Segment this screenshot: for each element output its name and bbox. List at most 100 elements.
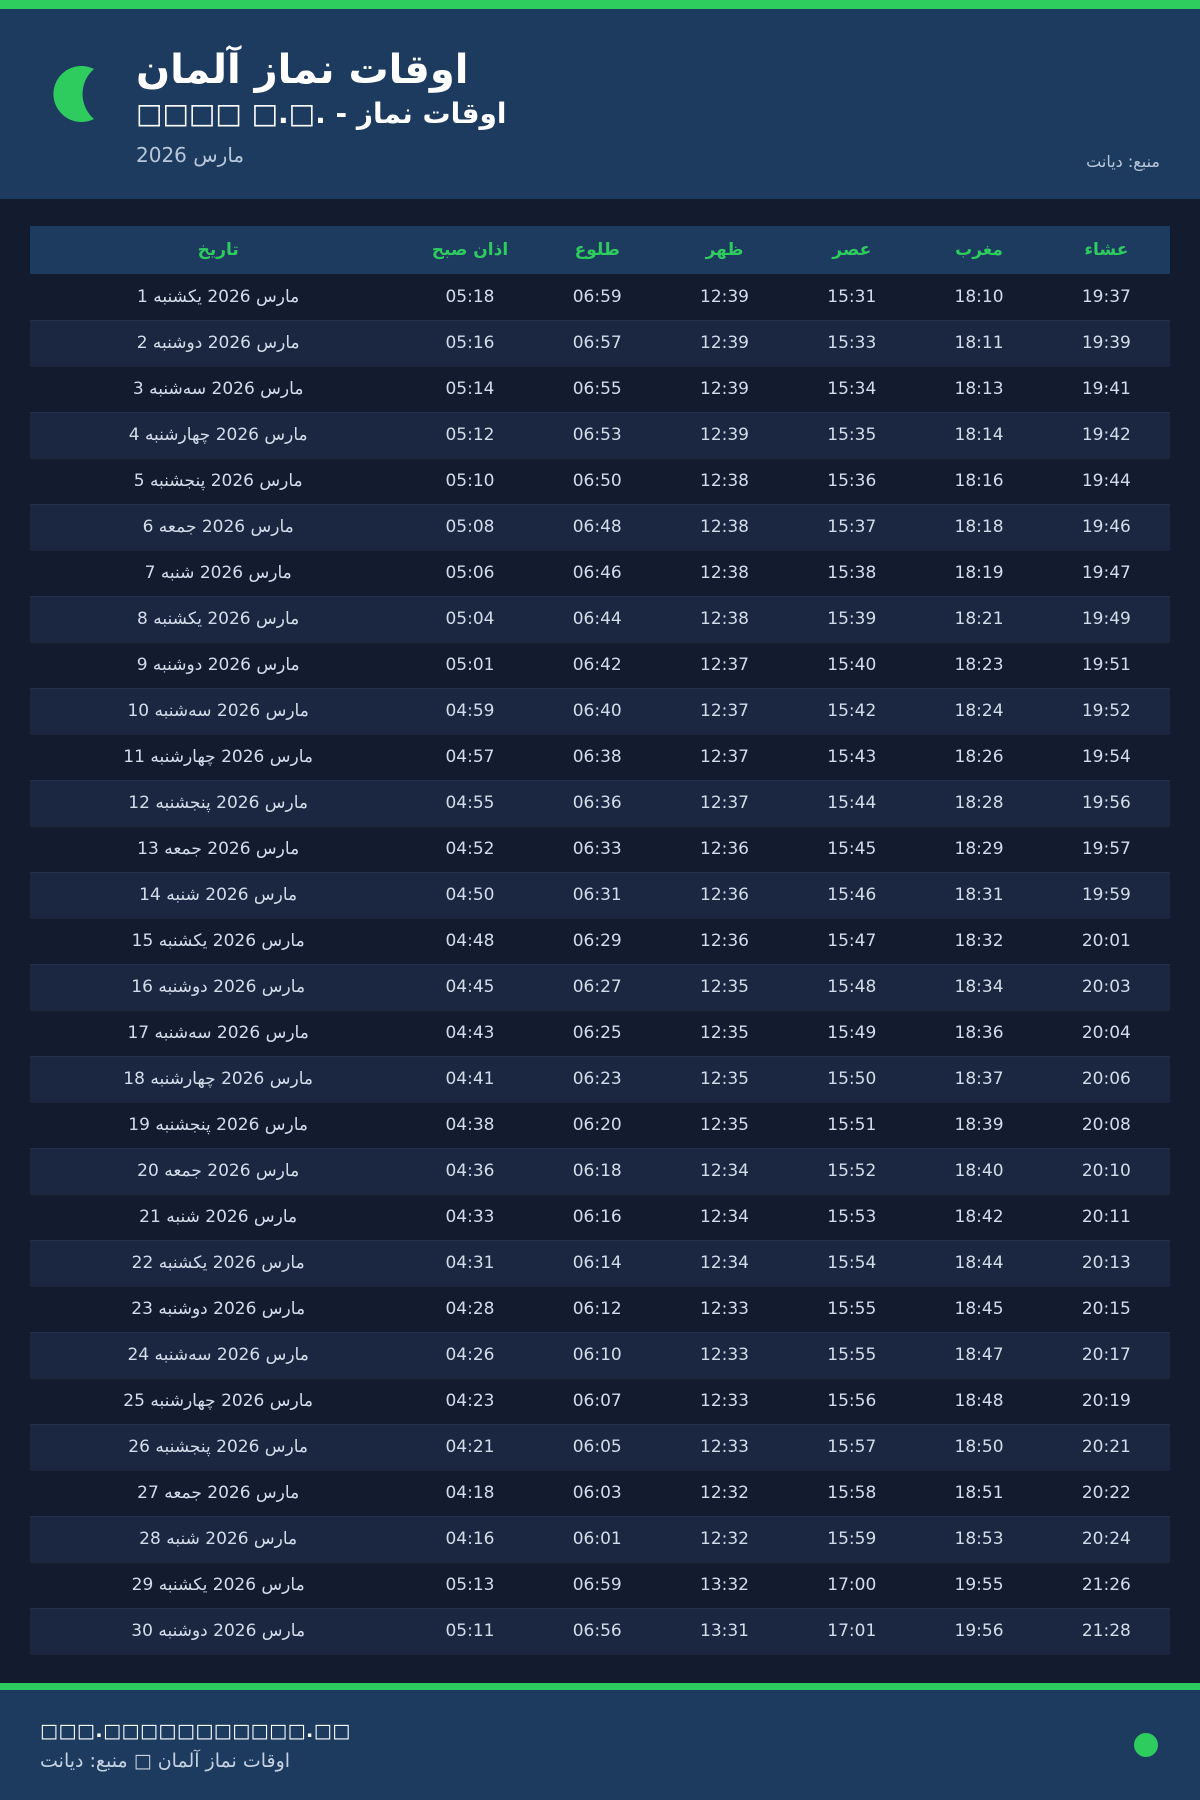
cell-sunrise: 06:07 <box>533 1378 661 1425</box>
cell-isha: 19:59 <box>1042 872 1170 919</box>
table-row[interactable]: 29 مارس 2026 یکشنبه 05:13 06:59 13:32 17:00 1… <box>30 1562 1170 1609</box>
table-row[interactable]: 8 مارس 2026 یکشنبه 05:04 06:44 12:38 15:39 18… <box>30 596 1170 643</box>
table-row[interactable]: 26 مارس 2026 پنجشنبه 04:21 06:05 12:33 15:57… <box>30 1424 1170 1471</box>
cell-fajr: 04:18 <box>406 1470 534 1517</box>
table-row[interactable]: 15 مارس 2026 یکشنبه 04:48 06:29 12:36 15:47 1… <box>30 918 1170 965</box>
table-row[interactable]: 2 مارس 2026 دوشنبه 05:16 06:57 12:39 15:33 18… <box>30 320 1170 367</box>
cell-fajr: 04:48 <box>406 918 534 965</box>
cell-dhuhr: 13:32 <box>660 1562 789 1609</box>
cell-date: 26 مارس 2026 پنجشنبه <box>30 1424 407 1471</box>
crescent-moon-icon <box>40 57 114 131</box>
table-row[interactable]: 28 مارس 2026 شنبه 04:16 06:01 12:32 15:59 18:… <box>30 1516 1170 1563</box>
cell-isha: 20:04 <box>1042 1010 1170 1057</box>
footer-website-url[interactable]: □□□.□□□□□□□□□□□.□□ <box>40 1720 351 1742</box>
cell-sunrise: 06:59 <box>533 1562 661 1609</box>
column-header-fajr[interactable]: اذان صبح <box>406 226 534 275</box>
cell-isha: 20:03 <box>1042 964 1170 1011</box>
cell-sunrise: 06:46 <box>533 550 661 597</box>
cell-asr: 15:48 <box>788 964 916 1011</box>
cell-asr: 15:54 <box>788 1240 916 1287</box>
column-header-sunrise[interactable]: طلوع <box>533 226 661 275</box>
cell-sunrise: 06:44 <box>533 596 661 643</box>
cell-asr: 15:35 <box>788 412 916 459</box>
cell-dhuhr: 12:37 <box>660 642 789 689</box>
cell-isha: 19:41 <box>1042 366 1170 413</box>
table-row[interactable]: 11 مارس 2026 چهارشنبه 04:57 06:38 12:37 15:4… <box>30 734 1170 781</box>
cell-fajr: 04:43 <box>406 1010 534 1057</box>
table-row[interactable]: 16 مارس 2026 دوشنبه 04:45 06:27 12:35 15:48 1… <box>30 964 1170 1011</box>
cell-magrib: 18:36 <box>915 1010 1043 1057</box>
cell-fajr: 04:16 <box>406 1516 534 1563</box>
cell-asr: 15:53 <box>788 1194 916 1241</box>
table-row[interactable]: 3 مارس 2026 سه‌شنبه 05:14 06:55 12:39 15:34 1… <box>30 366 1170 413</box>
cell-fajr: 04:50 <box>406 872 534 919</box>
table-row[interactable]: 22 مارس 2026 یکشنبه 04:31 06:14 12:34 15:54 1… <box>30 1240 1170 1287</box>
cell-magrib: 18:51 <box>915 1470 1043 1517</box>
cell-magrib: 18:23 <box>915 642 1043 689</box>
table-row[interactable]: 24 مارس 2026 سه‌شنبه 04:26 06:10 12:33 15:55… <box>30 1332 1170 1379</box>
cell-isha: 19:57 <box>1042 826 1170 873</box>
cell-asr: 15:31 <box>788 274 916 321</box>
cell-magrib: 18:37 <box>915 1056 1043 1103</box>
table-row[interactable]: 20 مارس 2026 جمعه 04:36 06:18 12:34 15:52 18:… <box>30 1148 1170 1195</box>
table-row[interactable]: 6 مارس 2026 جمعه 05:08 06:48 12:38 15:37 18:1… <box>30 504 1170 551</box>
table-row[interactable]: 13 مارس 2026 جمعه 04:52 06:33 12:36 15:45 18:… <box>30 826 1170 873</box>
column-header-dhuhr[interactable]: ظهر <box>660 226 789 275</box>
table-row[interactable]: 1 مارس 2026 یکشنبه 05:18 06:59 12:39 15:31 18… <box>30 274 1170 321</box>
table-row[interactable]: 7 مارس 2026 شنبه 05:06 06:46 12:38 15:38 18:1… <box>30 550 1170 597</box>
table-row[interactable]: 18 مارس 2026 چهارشنبه 04:41 06:23 12:35 15:5… <box>30 1056 1170 1103</box>
cell-dhuhr: 12:39 <box>660 274 789 321</box>
cell-dhuhr: 12:33 <box>660 1332 789 1379</box>
source-note: منبع: دیانت <box>1086 152 1160 172</box>
cell-sunrise: 06:57 <box>533 320 661 367</box>
cell-isha: 20:11 <box>1042 1194 1170 1241</box>
cell-magrib: 18:10 <box>915 274 1043 321</box>
cell-dhuhr: 12:34 <box>660 1194 789 1241</box>
cell-sunrise: 06:42 <box>533 642 661 689</box>
cell-dhuhr: 12:38 <box>660 596 789 643</box>
table-row[interactable]: 4 مارس 2026 چهارشنبه 05:12 06:53 12:39 15:35… <box>30 412 1170 459</box>
column-header-isha[interactable]: عشاء <box>1042 226 1170 275</box>
cell-fajr: 05:12 <box>406 412 534 459</box>
table-row[interactable]: 21 مارس 2026 شنبه 04:33 06:16 12:34 15:53 18:… <box>30 1194 1170 1241</box>
cell-dhuhr: 12:37 <box>660 734 789 781</box>
table-header-row: تاریخ اذان صبح طلوع ظهر عصر مغرب عشاء <box>30 226 1170 275</box>
page-title: اوقات نماز آلمان <box>136 47 469 93</box>
cell-date: 7 مارس 2026 شنبه <box>30 550 407 597</box>
cell-magrib: 18:32 <box>915 918 1043 965</box>
cell-asr: 15:39 <box>788 596 916 643</box>
cell-dhuhr: 12:33 <box>660 1286 789 1333</box>
cell-sunrise: 06:05 <box>533 1424 661 1471</box>
cell-sunrise: 06:12 <box>533 1286 661 1333</box>
table-row[interactable]: 10 مارس 2026 سه‌شنبه 04:59 06:40 12:37 15:42… <box>30 688 1170 735</box>
cell-date: 28 مارس 2026 شنبه <box>30 1516 407 1563</box>
cell-magrib: 18:42 <box>915 1194 1043 1241</box>
cell-fajr: 04:21 <box>406 1424 534 1471</box>
cell-sunrise: 06:27 <box>533 964 661 1011</box>
cell-sunrise: 06:10 <box>533 1332 661 1379</box>
table-row[interactable]: 9 مارس 2026 دوشنبه 05:01 06:42 12:37 15:40 18… <box>30 642 1170 689</box>
table-row[interactable]: 12 مارس 2026 پنجشنبه 04:55 06:36 12:37 15:44… <box>30 780 1170 827</box>
cell-fajr: 05:01 <box>406 642 534 689</box>
table-row[interactable]: 19 مارس 2026 پنجشنبه 04:38 06:20 12:35 15:51… <box>30 1102 1170 1149</box>
cell-date: 18 مارس 2026 چهارشنبه <box>30 1056 407 1103</box>
cell-magrib: 18:28 <box>915 780 1043 827</box>
column-header-date[interactable]: تاریخ <box>30 226 407 275</box>
table-row[interactable]: 30 مارس 2026 دوشنبه 05:11 06:56 13:31 17:01 1… <box>30 1608 1170 1655</box>
table-row[interactable]: 25 مارس 2026 چهارشنبه 04:23 06:07 12:33 15:5… <box>30 1378 1170 1425</box>
cell-isha: 20:08 <box>1042 1102 1170 1149</box>
table-row[interactable]: 14 مارس 2026 شنبه 04:50 06:31 12:36 15:46 18:… <box>30 872 1170 919</box>
cell-asr: 15:44 <box>788 780 916 827</box>
column-header-asr[interactable]: عصر <box>788 226 916 275</box>
column-header-magrib[interactable]: مغرب <box>915 226 1043 275</box>
table-row[interactable]: 27 مارس 2026 جمعه 04:18 06:03 12:32 15:58 18:… <box>30 1470 1170 1517</box>
cell-fajr: 04:59 <box>406 688 534 735</box>
table-row[interactable]: 23 مارس 2026 دوشنبه 04:28 06:12 12:33 15:55 1… <box>30 1286 1170 1333</box>
table-row[interactable]: 5 مارس 2026 پنجشنبه 05:10 06:50 12:38 15:36 1… <box>30 458 1170 505</box>
cell-dhuhr: 12:32 <box>660 1516 789 1563</box>
cell-dhuhr: 12:36 <box>660 872 789 919</box>
cell-isha: 21:26 <box>1042 1562 1170 1609</box>
cell-sunrise: 06:29 <box>533 918 661 965</box>
table-row[interactable]: 17 مارس 2026 سه‌شنبه 04:43 06:25 12:35 15:49… <box>30 1010 1170 1057</box>
